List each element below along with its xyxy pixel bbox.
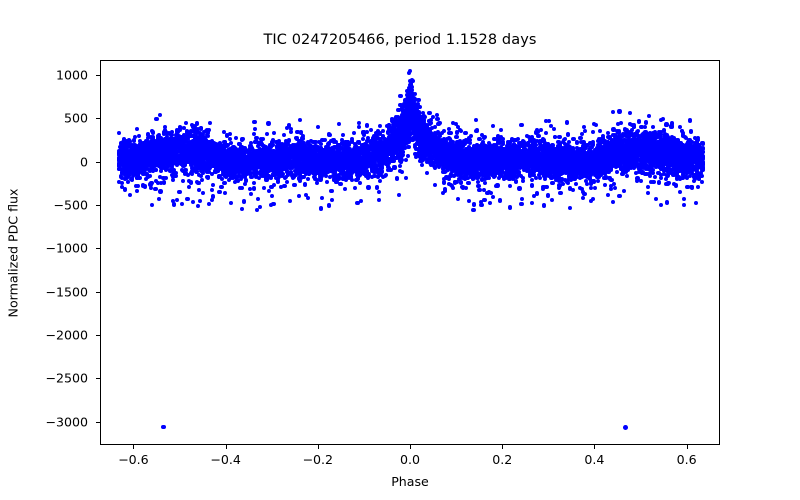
y-tick-mark (96, 161, 100, 163)
y-tick-label: 0 (79, 154, 88, 170)
data-point (543, 131, 549, 136)
y-tick-mark (96, 291, 100, 293)
data-point (251, 186, 257, 191)
y-tick-label: −1000 (45, 240, 88, 256)
y-tick-mark (96, 248, 100, 250)
y-tick-label: −1500 (45, 284, 88, 300)
y-tick-mark (96, 378, 100, 380)
plot-axes-frame (100, 60, 720, 445)
data-point (209, 172, 214, 177)
data-point (561, 182, 566, 187)
data-point (619, 121, 624, 126)
data-point (265, 131, 270, 137)
scatter-data-layer (101, 61, 719, 444)
data-point (181, 178, 186, 184)
data-point (368, 138, 373, 143)
data-point (606, 130, 611, 135)
data-point (398, 93, 403, 98)
data-point (454, 134, 459, 139)
data-point (352, 185, 357, 191)
data-point (688, 129, 693, 134)
data-point (557, 134, 562, 140)
data-point (417, 105, 422, 110)
data-point (338, 181, 343, 187)
data-point (325, 179, 330, 184)
data-point (116, 179, 121, 184)
data-point (508, 184, 513, 189)
y-tick-mark (96, 118, 100, 120)
data-point (658, 130, 664, 135)
data-point (435, 129, 440, 135)
y-tick-label: −2000 (45, 327, 88, 343)
data-point (232, 180, 238, 185)
data-point (414, 147, 419, 152)
data-point (616, 121, 621, 127)
y-tick-label: 500 (63, 110, 88, 126)
y-axis-label-container: Normalized PDC flux (0, 60, 26, 445)
y-tick-mark (96, 335, 100, 336)
data-point (314, 177, 320, 182)
data-point (592, 185, 597, 190)
data-point (455, 130, 460, 135)
plot-title: TIC 0247205466, period 1.1528 days (263, 32, 537, 48)
data-point (656, 180, 662, 185)
y-axis-label: Normalized PDC flux (5, 188, 21, 317)
y-tick-mark (96, 421, 100, 423)
data-point (483, 181, 488, 186)
data-point (372, 173, 377, 178)
data-point (487, 176, 492, 181)
data-point (282, 183, 287, 189)
y-tick-label: −500 (53, 197, 88, 213)
data-point (513, 179, 518, 184)
data-point (441, 169, 446, 174)
y-tick-mark (96, 205, 100, 207)
data-point (595, 179, 601, 184)
data-point (650, 124, 655, 129)
data-point (597, 128, 602, 133)
data-point (699, 180, 705, 185)
data-point (442, 180, 447, 185)
data-point (406, 144, 411, 150)
y-tick-mark (96, 75, 100, 77)
data-point (351, 130, 357, 136)
data-point (300, 133, 305, 139)
y-tick-label: 1000 (55, 67, 88, 83)
data-point (288, 157, 293, 162)
y-tick-label: −2500 (45, 370, 88, 386)
data-point (689, 184, 694, 189)
data-point (240, 137, 246, 142)
y-tick-label: −3000 (45, 414, 88, 430)
data-point (258, 137, 263, 142)
data-point (159, 169, 164, 174)
data-point (633, 171, 639, 176)
data-point (117, 130, 122, 135)
data-point (136, 134, 141, 139)
